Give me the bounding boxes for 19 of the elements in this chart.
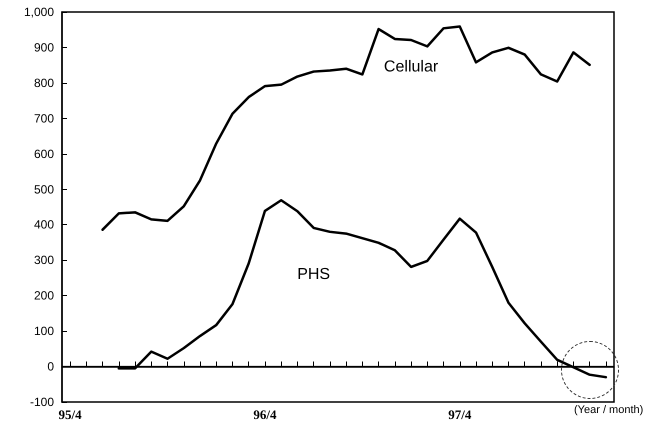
y-tick-label: 900 <box>34 40 54 54</box>
y-tick-label: 0 <box>47 360 54 374</box>
series-label: Cellular <box>384 58 439 76</box>
text: PHS <box>297 266 330 283</box>
x-tick-label: 97/4 <box>448 407 472 422</box>
y-tick-label: 300 <box>34 253 54 268</box>
y-tick-label: 400 <box>34 218 54 232</box>
x-axis-title: (Year / month) <box>574 404 644 416</box>
y-tick-label: 1,000 <box>24 5 54 19</box>
y-tick-label: 600 <box>34 146 54 161</box>
x-tick-label: 95/4 <box>58 407 82 422</box>
x-tick-label: 96/4 <box>253 407 277 422</box>
y-tick-label: 200 <box>34 288 54 303</box>
y-tick-label: 100 <box>34 324 54 338</box>
y-tick-label: 500 <box>34 182 54 196</box>
line-series <box>101 25 591 231</box>
y-tick-label: -100 <box>30 395 54 409</box>
y-tick-label: 700 <box>34 111 54 126</box>
y-tick-label: 800 <box>34 76 54 90</box>
